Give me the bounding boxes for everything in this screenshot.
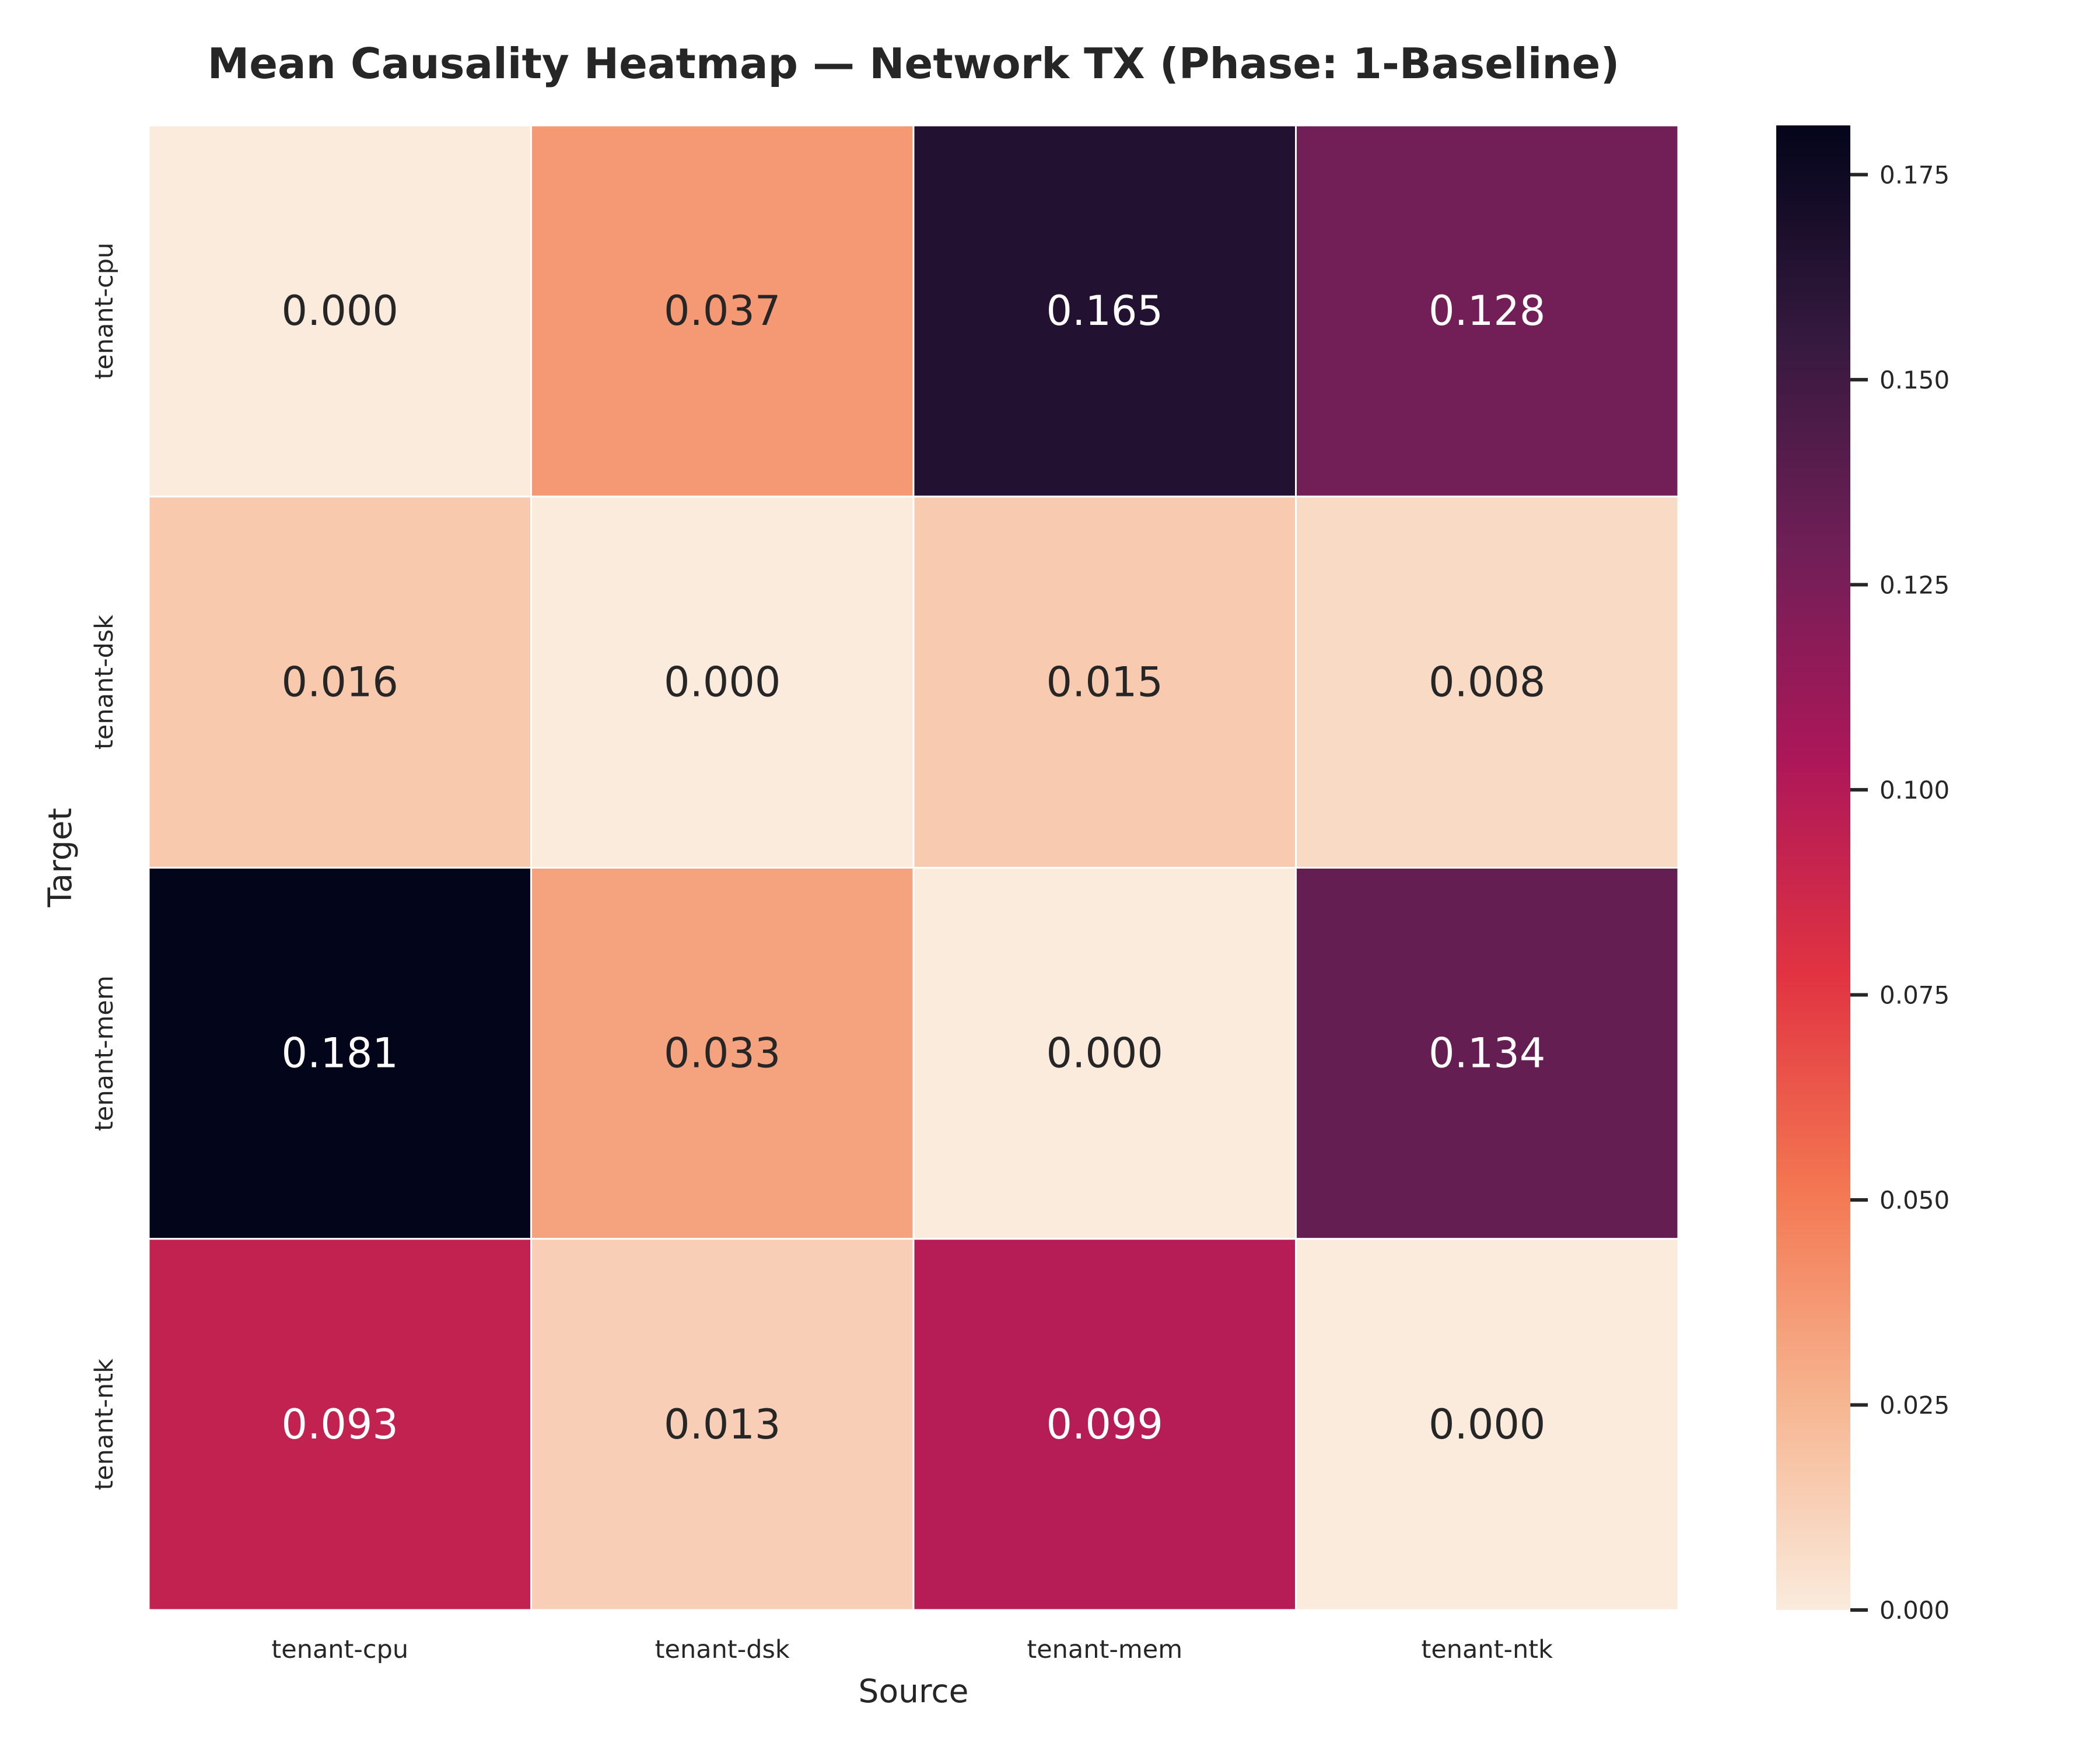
- y-tick-label-1: tenant-dsk: [90, 615, 119, 750]
- colorbar-tick-label-4: 0.100: [1880, 776, 1950, 804]
- heatmap-cell-0-2: [912, 124, 1297, 498]
- heatmap-cell-3-0: [148, 1238, 532, 1611]
- cell-value-label-1-3: 0.008: [1429, 658, 1545, 706]
- colorbar-tick-label-1: 0.025: [1880, 1391, 1950, 1419]
- colorbar-tick-label-5: 0.125: [1880, 570, 1950, 599]
- cell-value-label-0-3: 0.128: [1429, 287, 1545, 335]
- colorbar-tick-label-6: 0.150: [1880, 366, 1950, 394]
- heatmap-cell-0-3: [1295, 124, 1679, 498]
- heatmap-cell-0-1: [530, 124, 915, 498]
- x-tick-label-1: tenant-dsk: [655, 1635, 790, 1664]
- cell-value-label-2-3: 0.134: [1429, 1030, 1545, 1077]
- heatmap-cell-1-2: [912, 495, 1297, 869]
- cell-value-label-1-0: 0.016: [282, 658, 398, 706]
- cell-value-label-1-2: 0.015: [1046, 658, 1163, 706]
- heatmap-cell-2-3: [1295, 867, 1679, 1240]
- colorbar-tick-label-3: 0.075: [1880, 981, 1950, 1009]
- heatmap-cells: 0.000 0.037 0.165 0.128 0.016 0.000 0.015 0.008…: [148, 124, 1679, 1611]
- cell-value-label-3-0: 0.093: [282, 1401, 398, 1448]
- y-axis-label: Target: [41, 808, 79, 908]
- heatmap-cell-1-3: [1295, 495, 1679, 869]
- colorbar-ticks: 0.000 0.025 0.050 0.075 0.100 0.125 0.150 0.175: [1850, 160, 1950, 1625]
- cell-value-label-1-1: 0.000: [664, 658, 780, 706]
- colorbar: [1776, 125, 1850, 1610]
- y-tick-label-3: tenant-ntk: [90, 1359, 119, 1490]
- x-tick-label-2: tenant-mem: [1027, 1635, 1182, 1664]
- colorbar-tick-label-2: 0.050: [1880, 1186, 1950, 1214]
- cell-value-label-3-2: 0.099: [1046, 1401, 1163, 1448]
- cell-value-label-2-0: 0.181: [282, 1030, 398, 1077]
- heatmap-cell-0-0: [148, 124, 532, 498]
- x-tick-labels: tenant-cpu tenant-dsk tenant-mem tenant-ntk: [271, 1635, 1553, 1664]
- y-tick-labels: tenant-cpu tenant-dsk tenant-mem tenant-ntk: [90, 243, 119, 1490]
- cell-value-label-0-0: 0.000: [282, 287, 398, 335]
- cell-value-label-3-1: 0.013: [664, 1401, 780, 1448]
- heatmap-cell-3-2: [912, 1238, 1297, 1611]
- cell-value-label-3-3: 0.000: [1429, 1401, 1545, 1448]
- y-tick-label-2: tenant-mem: [90, 975, 119, 1131]
- x-tick-label-3: tenant-ntk: [1421, 1635, 1553, 1664]
- chart-title: Mean Causality Heatmap — Network TX (Pha…: [208, 39, 1620, 88]
- heatmap-cell-3-1: [530, 1238, 915, 1611]
- heatmap-cell-2-1: [530, 867, 915, 1240]
- colorbar-tick-label-0: 0.000: [1880, 1596, 1950, 1625]
- cell-value-label-2-1: 0.033: [664, 1030, 780, 1077]
- cell-value-label-2-2: 0.000: [1046, 1030, 1163, 1077]
- y-tick-label-0: tenant-cpu: [90, 243, 119, 380]
- cell-value-label-0-2: 0.165: [1046, 287, 1163, 335]
- heatmap-cell-1-1: [530, 495, 915, 869]
- cell-value-label-0-1: 0.037: [664, 287, 780, 335]
- x-axis-label: Source: [859, 1672, 969, 1710]
- x-tick-label-0: tenant-cpu: [271, 1635, 408, 1664]
- colorbar-tick-label-7: 0.175: [1880, 160, 1950, 189]
- heatmap-cell-3-3: [1295, 1238, 1679, 1611]
- heatmap-cell-1-0: [148, 495, 532, 869]
